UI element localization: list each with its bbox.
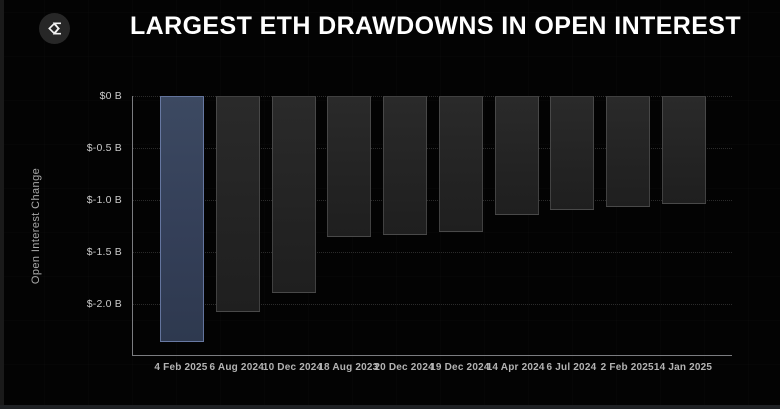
bar[interactable] (662, 96, 706, 205)
y-axis-tick-label: $-1.0 B (86, 194, 122, 206)
sigma-diamond-logo-icon[interactable] (39, 13, 70, 44)
x-axis-label: 4 Feb 2025 (154, 362, 208, 373)
gridline (133, 148, 732, 149)
bar[interactable] (327, 96, 372, 238)
x-axis-label: 6 Jul 2024 (546, 362, 597, 373)
bottom-edge-strip (0, 405, 780, 409)
y-axis-tick-label: $-2.0 B (86, 298, 122, 310)
x-axis-label: 18 Aug 2023 (318, 362, 379, 373)
y-axis-tick-labels: $0 B $-0.5 B $-1.0 B $-1.5 B $-2.0 B (36, 90, 122, 356)
bar-chart: $0 B $-0.5 B $-1.0 B $-1.5 B $-2.0 B (0, 90, 780, 356)
sigma-diamond-glyph (48, 22, 61, 35)
bar[interactable] (494, 96, 539, 215)
x-axis-label: 20 Dec 2024 (374, 362, 434, 373)
gridline (133, 200, 732, 201)
bar-highlighted[interactable] (160, 96, 204, 343)
chart-title: LARGEST ETH DRAWDOWNS IN OPEN INTEREST (130, 12, 742, 40)
x-axis-label: 2 Feb 2025 (600, 362, 654, 373)
x-axis-label: 10 Dec 2024 (262, 362, 323, 373)
bar[interactable] (438, 96, 483, 233)
x-axis-label: 14 Apr 2024 (486, 362, 545, 373)
gridline (133, 96, 732, 97)
y-axis-tick-label: $-0.5 B (86, 142, 122, 154)
bar[interactable] (215, 96, 260, 313)
gridline (133, 252, 732, 253)
x-axis-label: 19 Dec 2024 (430, 362, 490, 373)
bar[interactable] (383, 96, 428, 236)
bar[interactable] (606, 96, 651, 208)
y-axis-tick-label: $0 B (99, 90, 122, 102)
gridline (133, 304, 732, 305)
y-axis-tick-label: $-1.5 B (86, 246, 122, 258)
x-axis-labels: 4 Feb 2025 6 Aug 2024 10 Dec 2024 18 Aug 20… (0, 362, 780, 378)
left-edge-strip (0, 0, 4, 409)
bar[interactable] (550, 96, 595, 211)
plot-area (132, 96, 732, 356)
x-axis-label: 14 Jan 2025 (653, 362, 713, 373)
bar[interactable] (271, 96, 316, 293)
x-axis-label: 6 Aug 2024 (209, 362, 264, 373)
